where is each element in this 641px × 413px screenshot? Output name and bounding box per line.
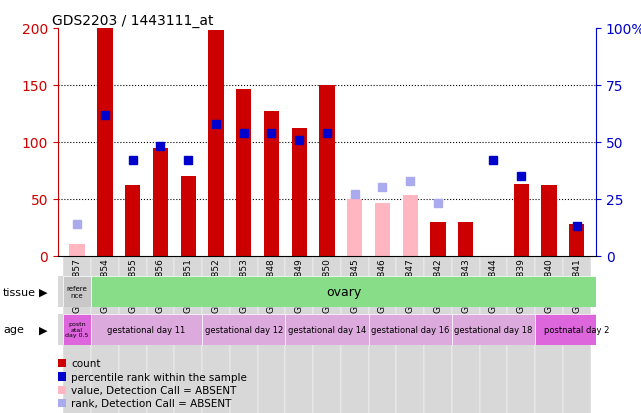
FancyBboxPatch shape [285,256,313,413]
FancyBboxPatch shape [91,256,119,413]
Bar [69,244,85,256]
Bar [347,199,362,256]
Text: gestational day 11: gestational day 11 [108,325,186,334]
Text: age: age [3,324,24,335]
Bar [97,29,113,256]
Bar [263,112,279,256]
Text: gestational day 12: gestational day 12 [204,325,283,334]
FancyBboxPatch shape [202,256,229,413]
FancyBboxPatch shape [313,256,341,413]
Bar [63,314,91,345]
Text: percentile rank within the sample: percentile rank within the sample [71,372,247,382]
Bar [452,314,535,345]
Text: rank, Detection Call = ABSENT: rank, Detection Call = ABSENT [71,398,231,408]
FancyBboxPatch shape [396,256,424,413]
Text: gestational day 14: gestational day 14 [288,325,366,334]
FancyBboxPatch shape [479,256,507,413]
Bar [319,85,335,256]
FancyBboxPatch shape [424,256,452,413]
Bar [236,90,251,256]
Bar [202,314,285,345]
Bar [285,314,369,345]
FancyBboxPatch shape [258,256,285,413]
FancyBboxPatch shape [229,256,258,413]
Text: gestational day 18: gestational day 18 [454,325,533,334]
FancyBboxPatch shape [147,256,174,413]
Text: postn
atal
day 0.5: postn atal day 0.5 [65,321,89,338]
FancyBboxPatch shape [535,256,563,413]
Text: refere
nce: refere nce [67,286,87,299]
Bar [535,314,619,345]
Bar [208,31,224,256]
Text: ▶: ▶ [39,287,48,297]
Bar [369,314,452,345]
Text: gestational day 16: gestational day 16 [371,325,449,334]
FancyBboxPatch shape [507,256,535,413]
Bar [181,176,196,256]
FancyBboxPatch shape [452,256,479,413]
Text: postnatal day 2: postnatal day 2 [544,325,610,334]
FancyBboxPatch shape [369,256,396,413]
Bar [403,196,418,256]
FancyBboxPatch shape [563,256,590,413]
Text: count: count [71,358,101,368]
Bar [63,277,91,308]
Bar [69,247,85,256]
Text: ovary: ovary [326,286,361,299]
Bar [292,129,307,256]
Bar [569,224,585,256]
FancyBboxPatch shape [174,256,202,413]
Text: tissue: tissue [3,287,36,297]
Text: ▶: ▶ [39,324,48,335]
Bar [430,222,445,256]
Bar [458,222,473,256]
Bar [125,185,140,256]
Bar [513,185,529,256]
Bar [91,314,202,345]
Text: GDS2203 / 1443111_at: GDS2203 / 1443111_at [53,14,214,28]
Bar [375,204,390,256]
Bar [541,185,556,256]
Text: value, Detection Call = ABSENT: value, Detection Call = ABSENT [71,385,237,395]
FancyBboxPatch shape [63,256,91,413]
FancyBboxPatch shape [341,256,369,413]
FancyBboxPatch shape [119,256,147,413]
Bar [153,148,168,256]
